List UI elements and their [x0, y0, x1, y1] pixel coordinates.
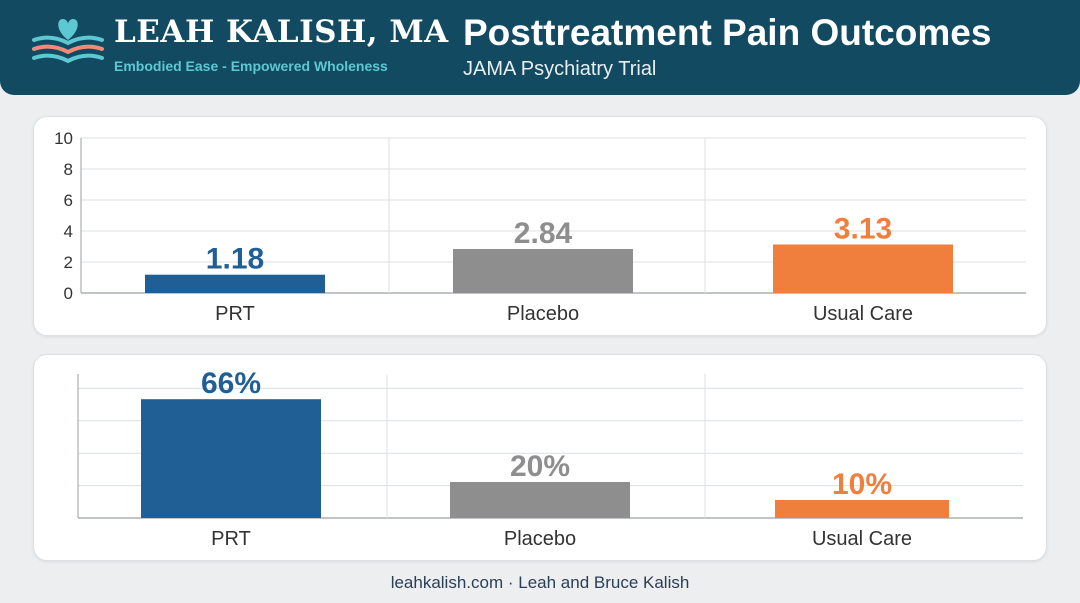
- category-label: Placebo: [504, 528, 576, 550]
- category-label: PRT: [215, 303, 255, 325]
- data-label: 20%: [510, 450, 570, 483]
- y-tick-label: 10: [54, 129, 73, 148]
- header-banner: LEAH KALISH, MA Embodied Ease - Empowere…: [0, 0, 1080, 95]
- y-tick-label: 6: [64, 191, 73, 210]
- bar-prt: [145, 274, 325, 293]
- bar-usual-care: [775, 500, 949, 518]
- page-title: Posttreatment Pain Outcomes: [463, 12, 992, 53]
- y-tick-label: 0: [64, 284, 73, 303]
- pain-free-bar-chart: 66% PRT 20% Placebo 10% Usual Care: [77, 367, 1023, 550]
- category-label: Usual Care: [813, 303, 913, 325]
- footer-credit: leahkalish.com · Leah and Bruce Kalish: [390, 573, 690, 592]
- y-tick-label: 4: [64, 222, 73, 241]
- heart-waves-icon: [32, 19, 104, 64]
- pain-free-chart-panel: 66% PRT 20% Placebo 10% Usual Care: [33, 354, 1047, 561]
- category-label: PRT: [211, 528, 251, 550]
- category-label: Usual Care: [812, 528, 912, 550]
- bar-usual-care: [773, 244, 953, 293]
- data-label: 66%: [201, 367, 261, 400]
- data-label: 1.18: [206, 243, 264, 276]
- data-label: 3.13: [834, 212, 892, 245]
- data-label: 2.84: [514, 217, 573, 250]
- data-label: 10%: [832, 468, 892, 501]
- bar-placebo: [450, 482, 630, 518]
- y-tick-label: 2: [64, 253, 73, 272]
- y-tick-label: 8: [64, 160, 73, 179]
- pain-score-bar-chart: 0 2 4 6 8 10 1.18 PRT 2.84 Placebo 3.13 Usual Care: [54, 129, 1026, 325]
- category-label: Placebo: [507, 303, 579, 325]
- brand-tagline: Embodied Ease - Empowered Wholeness: [114, 58, 388, 74]
- page-subtitle: JAMA Psychiatry Trial: [463, 58, 657, 80]
- brand-name: LEAH KALISH, MA: [114, 14, 449, 50]
- bar-placebo: [453, 248, 633, 293]
- bar-prt: [141, 399, 321, 518]
- pain-score-chart-panel: 0 2 4 6 8 10 1.18 PRT 2.84 Placebo 3.13 Usual Care: [33, 116, 1047, 336]
